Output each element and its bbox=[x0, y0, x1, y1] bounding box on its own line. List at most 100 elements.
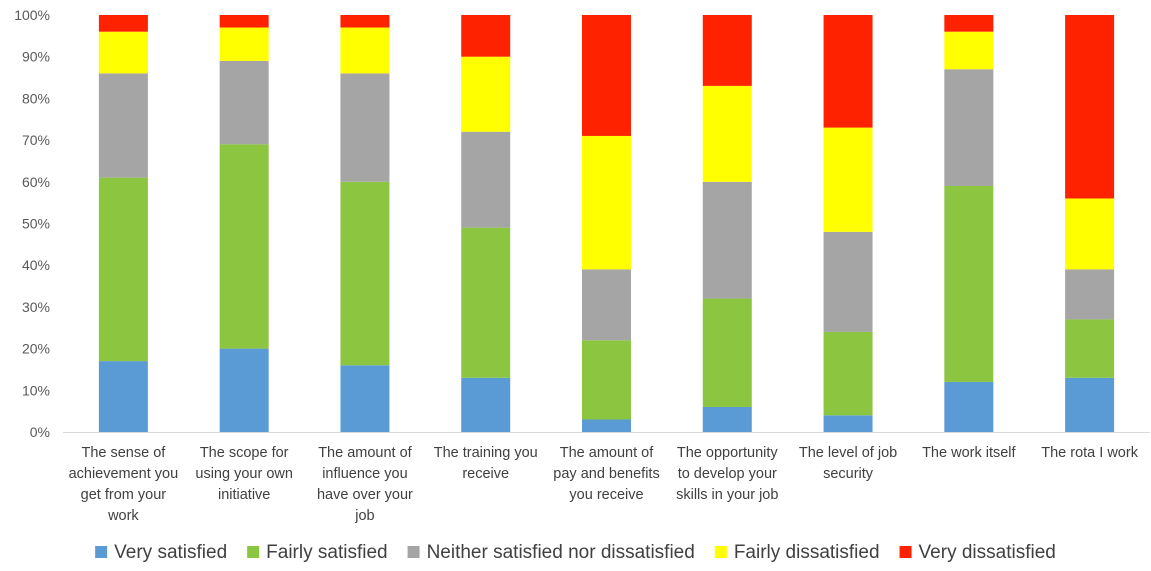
category-label-line: you receive bbox=[569, 487, 643, 503]
category-label-line: The amount of bbox=[318, 445, 412, 461]
y-tick-label: 60% bbox=[22, 174, 50, 190]
category-label: The amount of influence you have over your… bbox=[317, 445, 413, 524]
bar-segment bbox=[461, 131, 511, 228]
category-label-line: get from your bbox=[81, 487, 167, 503]
legend-item: Very satisfied bbox=[95, 542, 227, 563]
category-label-line: The level of job bbox=[799, 445, 897, 461]
bar-segment bbox=[944, 381, 994, 432]
legend-label: Very satisfied bbox=[114, 542, 227, 563]
y-tick-label: 70% bbox=[22, 132, 50, 148]
bar-segment bbox=[702, 298, 752, 407]
bar-segment bbox=[219, 60, 269, 145]
bar-segment bbox=[98, 361, 148, 432]
bar-segment bbox=[823, 331, 873, 416]
category-label-line: The scope for bbox=[200, 445, 289, 461]
legend-swatch bbox=[714, 546, 727, 558]
category-label-line: The amount of bbox=[560, 445, 654, 461]
legend-item: Neither satisfied nor dissatisfied bbox=[407, 542, 695, 563]
category-label-line: initiative bbox=[218, 487, 270, 503]
bar-segment bbox=[702, 85, 752, 182]
bar-segment bbox=[823, 15, 873, 128]
legend-label: Fairly dissatisfied bbox=[734, 542, 880, 563]
category-label-line: job bbox=[354, 508, 374, 524]
category-label-line: The rota I work bbox=[1041, 445, 1138, 461]
y-tick-label: 30% bbox=[22, 299, 50, 315]
legend-swatch bbox=[407, 546, 420, 558]
legend-item: Fairly dissatisfied bbox=[714, 542, 880, 563]
y-tick-label: 20% bbox=[22, 341, 50, 357]
bar-segment bbox=[1065, 377, 1115, 432]
category-label: The training you receive bbox=[434, 445, 538, 482]
bar-segment bbox=[98, 15, 148, 32]
category-label-line: achievement you bbox=[69, 466, 179, 482]
bar-segment bbox=[582, 269, 631, 341]
bar-segment bbox=[340, 15, 390, 28]
legend-swatch bbox=[247, 546, 260, 558]
bar-segment bbox=[823, 415, 873, 432]
bar-segment bbox=[340, 365, 390, 432]
bar-segment bbox=[98, 177, 148, 362]
category-label-line: influence you bbox=[322, 466, 407, 482]
legend-swatch bbox=[899, 546, 912, 558]
y-tick-label: 50% bbox=[22, 216, 50, 232]
bar-segment bbox=[461, 15, 511, 57]
bar-segment bbox=[823, 127, 873, 232]
bar-segment bbox=[98, 73, 148, 178]
y-tick-label: 100% bbox=[14, 7, 50, 23]
category-label-line: The work itself bbox=[922, 445, 1016, 461]
bar-segment bbox=[461, 56, 511, 132]
bar-segment bbox=[702, 181, 752, 299]
bar-segment bbox=[1065, 269, 1115, 320]
bar-segment bbox=[702, 406, 752, 432]
category-label-line: to develop your bbox=[678, 466, 777, 482]
bar-segment bbox=[944, 31, 994, 70]
category-label: The rota I work bbox=[1041, 445, 1138, 461]
bar-segment bbox=[944, 185, 994, 382]
category-label-line: receive bbox=[462, 466, 509, 482]
bar-segment bbox=[340, 181, 390, 366]
y-tick-label: 0% bbox=[30, 424, 50, 440]
legend: Very satisfied Fairly satisfied Neither sa… bbox=[95, 542, 1056, 563]
category-label-line: The sense of bbox=[81, 445, 166, 461]
bar-segment bbox=[582, 15, 631, 136]
category-label-line: pay and benefits bbox=[553, 466, 659, 482]
bar-segment bbox=[461, 377, 511, 432]
bar-segment bbox=[219, 27, 269, 61]
category-label-line: have over your bbox=[317, 487, 413, 503]
bar-segment bbox=[1065, 198, 1115, 270]
bar-segment bbox=[1065, 319, 1115, 378]
y-tick-label: 90% bbox=[22, 49, 50, 65]
category-label: The opportunity to develop your skills in … bbox=[676, 445, 778, 503]
bar-segment bbox=[1065, 15, 1115, 199]
bar-segment bbox=[582, 419, 631, 432]
category-label-line: The opportunity bbox=[677, 445, 779, 461]
bar-segment bbox=[944, 69, 994, 186]
y-tick-label: 40% bbox=[22, 257, 50, 273]
category-label-line: security bbox=[823, 466, 874, 482]
bar-segment bbox=[98, 31, 148, 74]
category-label: The amount of pay and benefits you receive bbox=[553, 445, 659, 503]
category-label-line: skills in your job bbox=[676, 487, 778, 503]
legend-swatch bbox=[95, 546, 108, 558]
y-tick-label: 80% bbox=[22, 90, 50, 106]
y-axis-ticks: 0% 10% 20% 30% 40% 50% 60% 70% 80% 90% 100% bbox=[14, 7, 50, 440]
bar-segment bbox=[702, 15, 752, 86]
bar-segment bbox=[461, 227, 511, 378]
category-label: The scope for using your own initiative bbox=[195, 445, 293, 503]
bar-segment bbox=[340, 27, 390, 74]
bar-segment bbox=[340, 73, 390, 182]
legend-item: Very dissatisfied bbox=[899, 542, 1056, 563]
legend-label: Neither satisfied nor dissatisfied bbox=[427, 542, 695, 563]
category-label-line: The training you bbox=[434, 445, 538, 461]
category-label: The sense of achievement you get from your… bbox=[69, 445, 179, 524]
category-label-line: using your own bbox=[195, 466, 293, 482]
category-label: The level of job security bbox=[799, 445, 897, 482]
bar-segment bbox=[582, 340, 631, 420]
bar-segment bbox=[823, 231, 873, 332]
legend-label: Fairly satisfied bbox=[266, 542, 387, 563]
bar-segment bbox=[219, 144, 269, 349]
y-tick-label: 10% bbox=[22, 382, 50, 398]
category-label-line: work bbox=[107, 508, 139, 524]
